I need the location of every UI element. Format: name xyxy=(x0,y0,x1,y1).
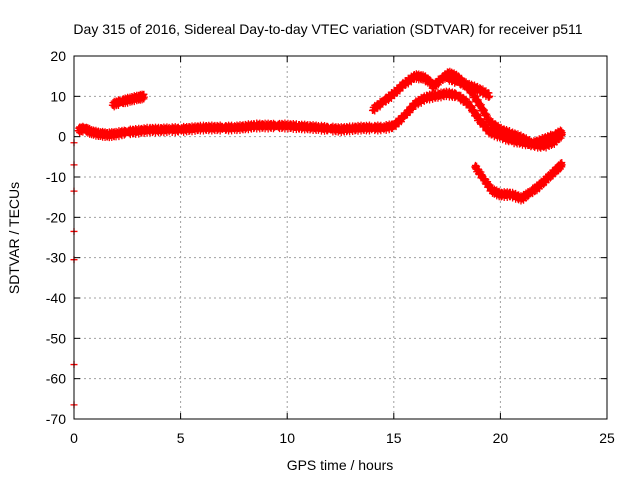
y-axis-label: SDTVAR / TECUs xyxy=(6,182,22,294)
y-tick-label: -50 xyxy=(46,330,66,346)
x-tick-label: 25 xyxy=(599,430,615,446)
data-point-dip xyxy=(558,161,566,169)
chart-title: Day 315 of 2016, Sidereal Day-to-day VTE… xyxy=(73,21,582,37)
y-tick-label: -40 xyxy=(46,290,66,306)
data-point-rise-c xyxy=(477,101,485,109)
data-point-rise-d xyxy=(486,92,494,100)
x-tick-label: 15 xyxy=(386,430,402,446)
data-point-rise-d xyxy=(485,89,493,97)
x-tick-label: 20 xyxy=(493,430,509,446)
y-tick-label: 0 xyxy=(58,129,66,145)
data-point-early-arc xyxy=(140,93,148,101)
x-tick-label: 5 xyxy=(177,430,185,446)
y-tick-label: 10 xyxy=(50,88,66,104)
data-point-rise-c xyxy=(558,131,566,139)
data-point-rise-a xyxy=(396,87,404,95)
data-point-rise-c xyxy=(474,96,482,104)
y-tick-label: -60 xyxy=(46,371,66,387)
x-tick-label: 0 xyxy=(70,430,78,446)
data-point-rise-c xyxy=(480,106,488,114)
grid-lines xyxy=(74,56,607,419)
plot-frame xyxy=(73,55,608,420)
axis-ticks: 0 5 10 15 20 25 -70 -60 -50 -40 -30 -20 -10 0 10 20 xyxy=(46,48,615,446)
y-tick-label: -30 xyxy=(46,250,66,266)
y-tick-label: -70 xyxy=(46,411,66,427)
y-tick-label: 20 xyxy=(50,48,66,64)
data-point-rise-b xyxy=(474,111,482,119)
x-tick-label: 10 xyxy=(279,430,295,446)
data-point-rise-b xyxy=(409,105,417,113)
data-point-rise-b xyxy=(465,98,473,106)
data-point-rise-c xyxy=(483,112,491,120)
y-tick-label: -10 xyxy=(46,169,66,185)
x-axis-label: GPS time / hours xyxy=(287,457,394,473)
y-tick-label: -20 xyxy=(46,209,66,225)
data-points xyxy=(70,67,566,409)
data-point-rise-b xyxy=(467,102,475,110)
